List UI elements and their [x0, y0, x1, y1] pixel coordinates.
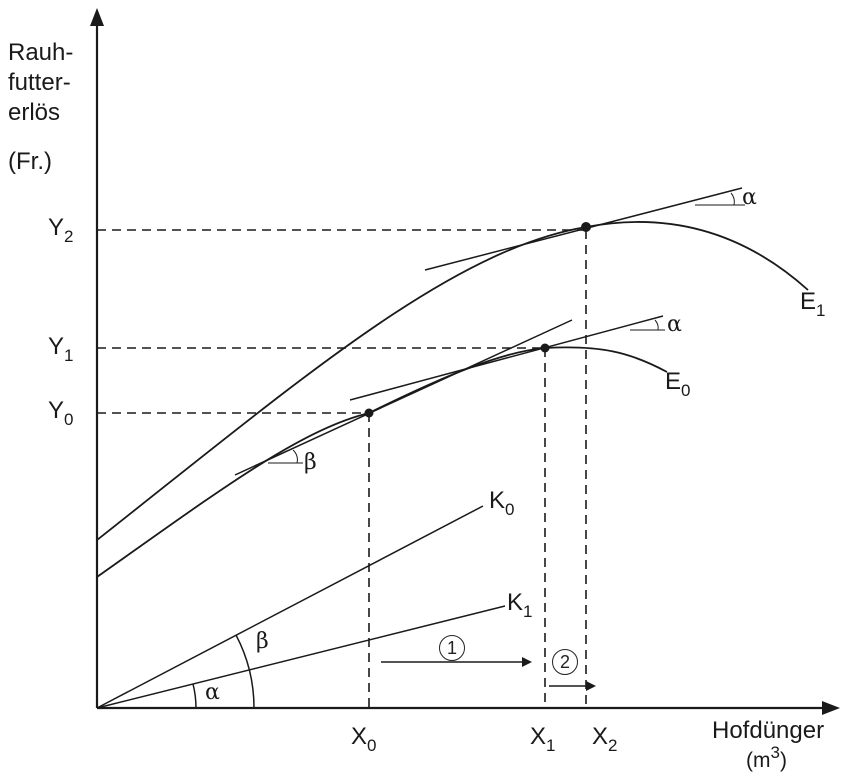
- y-axis-title-line-3: erlös: [8, 99, 61, 126]
- y-axis-unit: (Fr.): [8, 148, 52, 175]
- point-x0-y0: [364, 408, 374, 418]
- y-axis-title-line-2: futter-: [8, 69, 71, 96]
- step-2-marker: 2: [552, 649, 578, 675]
- angle-arc-y0: [292, 449, 298, 464]
- curve-e1: [96, 221, 809, 541]
- x-tick-x1: X1: [530, 723, 556, 755]
- angle-beta-label-origin: β: [256, 629, 269, 654]
- line-k1-label: K1: [507, 589, 533, 621]
- y-tick-y0: Y0: [48, 397, 74, 429]
- angle-arc-y1: [654, 319, 659, 331]
- tangent-y1: [349, 315, 664, 401]
- angle-alpha-label-origin: α: [205, 680, 220, 705]
- angle-alpha-label-y2: α: [742, 185, 757, 210]
- angle-arc-beta: [235, 634, 255, 709]
- angle-arc-alpha: [192, 683, 197, 709]
- y-tick-y2: Y2: [48, 214, 74, 246]
- curve-e0: [96, 346, 668, 578]
- curve-e0-label: E0: [665, 368, 691, 400]
- y-axis-title: Rauh- futter- erlös: [8, 38, 73, 128]
- line-k0-label: K0: [489, 487, 515, 519]
- line-k1: [96, 605, 506, 709]
- tangent-y0: [234, 319, 573, 476]
- y-axis-arrow-icon: [90, 8, 104, 26]
- angle-arc-y2: [730, 192, 735, 206]
- curve-e1-label: E1: [800, 288, 826, 320]
- y-tick-y1: Y1: [48, 333, 74, 365]
- line-k0: [96, 505, 484, 709]
- point-x2-y2: [581, 222, 591, 232]
- x-axis-title: Hofdünger: [712, 717, 825, 744]
- x-tick-x2: X2: [592, 723, 618, 755]
- angle-beta-label-y0: β: [304, 450, 317, 475]
- x-tick-x0: X0: [351, 723, 377, 755]
- step-1-marker: 1: [439, 635, 465, 661]
- x-axis-arrow-icon: [822, 701, 840, 715]
- y-axis-title-line-1: Rauh-: [8, 39, 74, 66]
- point-x1-y1: [540, 343, 550, 353]
- x-axis-unit: (m3): [746, 743, 787, 772]
- angle-alpha-label-y1: α: [667, 312, 682, 337]
